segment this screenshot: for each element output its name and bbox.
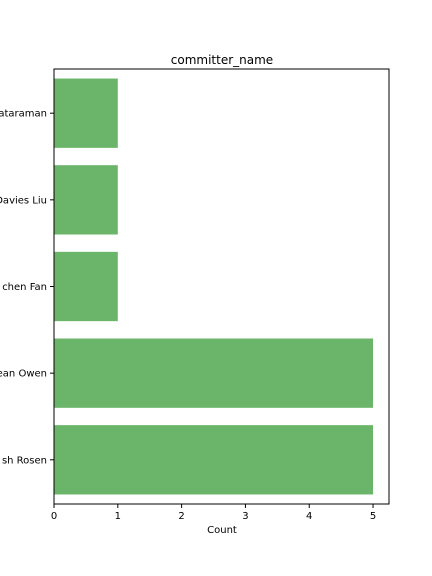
x-tick-label: 0 bbox=[51, 511, 57, 522]
y-tick-label: Davies Liu bbox=[0, 195, 47, 206]
bar bbox=[54, 251, 118, 322]
x-tick-label: 1 bbox=[115, 511, 121, 522]
bar bbox=[54, 78, 118, 148]
bar bbox=[54, 165, 118, 235]
bar-group bbox=[54, 78, 374, 495]
x-axis-label: Count bbox=[207, 525, 237, 536]
chart-title: committer_name bbox=[171, 53, 273, 67]
x-tick-label: 5 bbox=[370, 511, 376, 522]
bar bbox=[54, 425, 374, 495]
x-tick-group: 0 1 2 3 4 5 bbox=[51, 504, 376, 522]
x-tick-label: 3 bbox=[242, 511, 248, 522]
y-tick-label: chen Fan bbox=[2, 282, 47, 293]
x-tick-label: 4 bbox=[306, 511, 312, 522]
y-tick-label: ataraman bbox=[0, 109, 47, 120]
y-tick-label: sh Rosen bbox=[2, 455, 47, 466]
bar bbox=[54, 338, 374, 408]
x-tick-label: 2 bbox=[178, 511, 184, 522]
y-tick-group: ataraman Davies Liu chen Fan ean Owen sh Ros… bbox=[0, 109, 54, 466]
y-tick-label: ean Owen bbox=[0, 369, 47, 380]
plot-frame bbox=[53, 68, 390, 505]
